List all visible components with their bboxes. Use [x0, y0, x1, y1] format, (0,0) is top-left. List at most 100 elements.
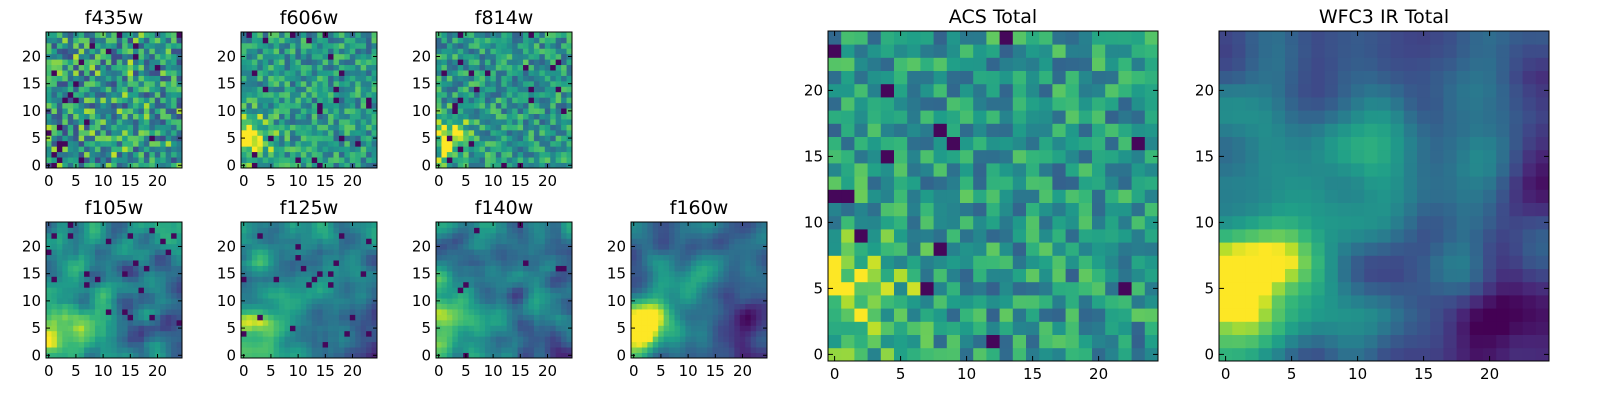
heatmap-cell: [311, 227, 318, 234]
x-tick-label: 20: [343, 172, 362, 190]
heatmap-cell: [544, 108, 551, 114]
heatmap-cell: [946, 255, 961, 269]
y-tick-label: 10: [217, 102, 236, 120]
heatmap-cell: [51, 119, 58, 125]
heatmap-cell: [366, 59, 372, 66]
heatmap-cell: [490, 341, 497, 348]
heatmap-cell: [295, 232, 302, 239]
heatmap-cell: [452, 303, 459, 310]
heatmap-cell: [51, 59, 58, 66]
heatmap-cell: [284, 135, 291, 142]
heatmap-cell: [171, 227, 177, 234]
heatmap-cell: [468, 303, 475, 310]
heatmap-cell: [154, 314, 161, 321]
heatmap-cell: [84, 314, 90, 321]
heatmap-cell: [712, 260, 719, 266]
heatmap-cell: [986, 334, 1000, 349]
heatmap-cell: [523, 298, 529, 304]
heatmap-cell: [479, 108, 486, 114]
heatmap-cell: [561, 113, 567, 120]
heatmap-cell: [273, 119, 280, 125]
heatmap-cell: [723, 336, 730, 343]
x-tick-label: 10: [484, 362, 503, 380]
heatmap-cell: [452, 309, 459, 315]
heatmap-cell: [138, 97, 145, 104]
heatmap-cell: [349, 86, 356, 93]
heatmap-cell: [712, 292, 719, 299]
heatmap-cell: [360, 314, 367, 321]
heatmap-cell: [344, 309, 351, 315]
heatmap-cell: [631, 292, 637, 299]
heatmap-cell: [555, 254, 562, 261]
heatmap-cell: [149, 113, 156, 120]
heatmap-cell: [436, 314, 442, 321]
heatmap-cell: [160, 42, 167, 49]
heatmap-cell: [116, 227, 123, 234]
y-tick-label: 5: [31, 319, 41, 337]
heatmap-cell: [523, 86, 529, 93]
heatmap-cell: [452, 347, 459, 353]
heatmap-cell: [279, 222, 285, 228]
heatmap-cell: [51, 162, 58, 169]
heatmap-cell: [273, 287, 280, 294]
heatmap-cell: [685, 270, 692, 277]
heatmap-cell: [457, 119, 464, 125]
heatmap-cell: [366, 314, 372, 321]
heatmap-cell: [933, 321, 948, 335]
heatmap-cell: [284, 265, 291, 272]
heatmap-cell: [679, 330, 686, 337]
heatmap-cell: [246, 281, 253, 288]
heatmap-cell: [78, 249, 85, 256]
heatmap-cell: [690, 222, 697, 228]
heatmap-cell: [127, 151, 134, 158]
heatmap-cell: [550, 249, 557, 256]
heatmap-cell: [490, 70, 497, 76]
heatmap-cell: [761, 319, 768, 326]
heatmap-cell: [484, 53, 491, 60]
heatmap-cell: [279, 287, 285, 294]
heatmap-cell: [111, 113, 118, 120]
heatmap-cell: [674, 303, 681, 310]
heatmap-cell: [328, 97, 334, 104]
heatmap-cell: [138, 232, 145, 239]
heatmap-cell: [463, 270, 470, 277]
heatmap-cell: [116, 270, 123, 277]
heatmap-cell: [828, 242, 842, 256]
heatmap-cell: [284, 91, 291, 98]
heatmap-cell: [561, 97, 567, 104]
heatmap-cell: [371, 146, 378, 153]
heatmap-cell: [143, 260, 150, 266]
heatmap-cell: [143, 70, 150, 76]
heatmap-cell: [479, 129, 486, 136]
heatmap-cell: [100, 265, 107, 272]
heatmap-cell: [149, 276, 156, 283]
heatmap-cell: [333, 75, 340, 82]
heatmap-cell: [289, 254, 296, 261]
heatmap-cell: [946, 242, 961, 256]
heatmap-cell: [116, 80, 123, 87]
heatmap-cell: [1012, 242, 1027, 256]
heatmap-cell: [371, 330, 378, 337]
heatmap-cell: [512, 309, 518, 315]
heatmap-cell: [636, 265, 643, 272]
heatmap-cell: [933, 308, 948, 322]
heatmap-cell: [506, 37, 513, 44]
heatmap-cell: [490, 53, 497, 60]
heatmap-cell: [300, 53, 307, 60]
heatmap-cell: [517, 119, 524, 125]
heatmap-cell: [306, 325, 313, 332]
heatmap-cell: [756, 265, 762, 272]
heatmap-cell: [474, 325, 480, 332]
heatmap-cell: [289, 287, 296, 294]
heatmap-cell: [1039, 189, 1053, 203]
heatmap-cell: [84, 222, 90, 228]
heatmap-cell: [723, 303, 730, 310]
heatmap-cell: [739, 309, 746, 315]
heatmap-cell: [360, 309, 367, 315]
heatmap-cell: [122, 347, 128, 353]
heatmap-cell: [701, 276, 708, 283]
heatmap-cell: [561, 260, 567, 266]
heatmap-cell: [512, 281, 518, 288]
heatmap-cell: [501, 270, 508, 277]
